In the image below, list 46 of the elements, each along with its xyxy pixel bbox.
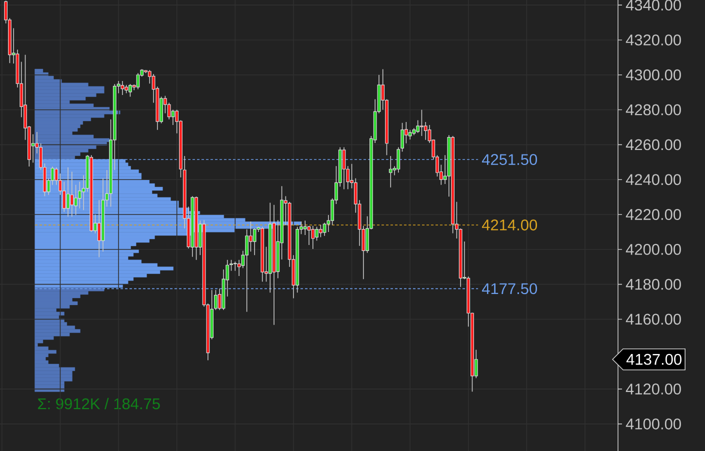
candlestick <box>70 171 74 218</box>
y-tick-label: 4180.00 <box>626 278 681 290</box>
bar <box>34 124 80 128</box>
candlestick <box>136 72 140 90</box>
bar <box>34 350 56 354</box>
bar <box>34 301 78 306</box>
candlestick <box>214 290 218 310</box>
candlestick <box>342 146 346 190</box>
y-tick-label: 4120.00 <box>626 384 681 395</box>
y-tick-label: 4260.00 <box>626 139 681 150</box>
bar <box>34 138 110 142</box>
bar <box>34 384 64 388</box>
bar <box>34 110 120 114</box>
candlestick <box>408 129 412 140</box>
y-tick-label: 4160.00 <box>626 314 681 325</box>
y-tick-label: 4340.00 <box>626 0 681 11</box>
y-tick-label: 4320.00 <box>626 34 681 46</box>
ref-line-label: 4251.50 <box>482 154 538 166</box>
y-tick-label: 4100.00 <box>626 418 681 430</box>
ref-line-label: 4177.50 <box>482 283 538 294</box>
candlestick <box>97 200 101 258</box>
candlestick <box>128 84 132 98</box>
candlestick <box>120 80 124 96</box>
candlestick <box>311 225 315 250</box>
candlestick <box>424 122 428 140</box>
bar <box>34 288 104 292</box>
candlestick <box>420 109 424 136</box>
y-tick-label: 4300.00 <box>626 69 681 80</box>
bar <box>34 128 78 132</box>
bar <box>34 356 46 361</box>
candlestick <box>318 224 322 238</box>
candlestick <box>315 226 318 242</box>
annotation: Σ: 9912K / 184.75 <box>38 398 160 410</box>
candlestick <box>303 220 307 236</box>
y-tick-label: 4200.00 <box>626 244 681 255</box>
candlestick <box>249 221 252 252</box>
y-tick-label: 4240.00 <box>626 174 681 186</box>
candlestick <box>388 156 392 188</box>
text: 4137.00 <box>626 354 682 365</box>
y-tick-label: 4280.00 <box>626 104 681 116</box>
candlestick <box>416 120 420 134</box>
ref-line-label: 4214.00 <box>482 219 538 230</box>
candlestick <box>245 228 249 312</box>
y-tick-label: 4220.00 <box>626 209 681 220</box>
bar <box>34 367 75 371</box>
candlestick <box>252 228 256 256</box>
